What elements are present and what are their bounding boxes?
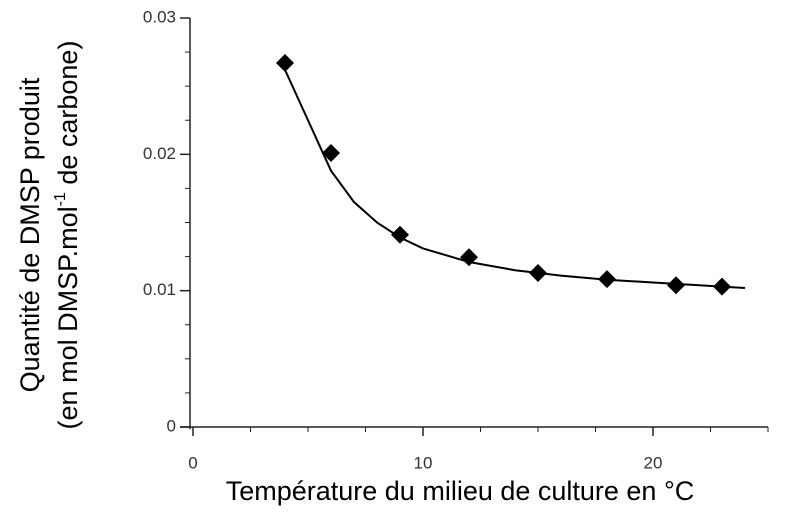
y-tick-label: 0.02 [143, 144, 176, 163]
y-tick-label: 0.01 [143, 280, 176, 299]
y-axis-label: Quantité de DMSP produit [15, 77, 45, 392]
y-axis-label-part: (en mol DMSP.mol [53, 206, 83, 429]
y-tick-label: 0.03 [143, 7, 176, 26]
data-point [460, 248, 478, 267]
x-tick-label: 10 [414, 453, 433, 472]
y-axis-label: (en mol DMSP.mol-1 de carbone) [52, 41, 83, 430]
x-tick-label: 0 [188, 453, 197, 472]
y-axis-label-part: de carbone) [53, 41, 83, 193]
data-point [667, 276, 685, 295]
y-tick-label: 0 [167, 416, 176, 435]
fit-curve [284, 69, 746, 289]
data-point [276, 53, 294, 72]
y-axis-label-sup: -1 [52, 192, 69, 206]
x-tick-label: 20 [644, 453, 663, 472]
x-axis-label: Température du milieu de culture en °C [226, 476, 695, 506]
data-point [322, 143, 340, 162]
